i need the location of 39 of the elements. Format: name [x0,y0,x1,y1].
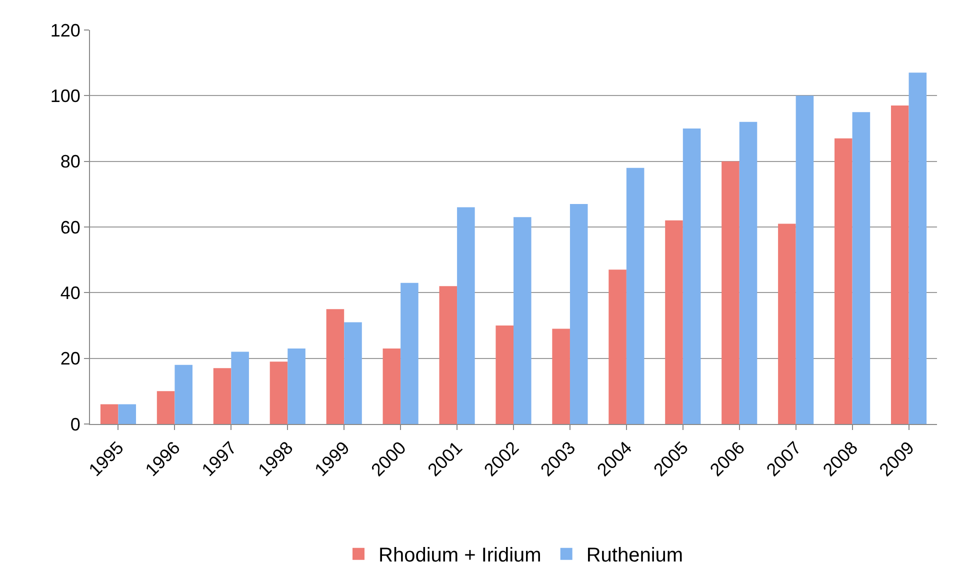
bar [626,168,644,424]
bar [570,204,588,424]
bar [270,362,288,424]
bar [890,106,909,424]
bar [514,217,532,424]
bar [778,224,796,424]
bar [439,286,458,424]
bar [722,161,740,424]
bar [213,368,232,424]
bar [608,270,626,424]
bar [552,328,570,424]
y-tick-label: 20 [60,348,80,369]
bar [682,128,701,424]
bar [231,352,249,424]
y-tick-label: 60 [60,217,80,238]
bar [174,364,192,424]
legend-label: Rhodium + Iridium [378,544,542,567]
bar [156,391,175,424]
y-tick-label: 100 [50,86,80,106]
y-tick-label: 120 [50,20,80,40]
bar [457,207,475,424]
y-tick-label: 80 [60,152,80,172]
bar [400,282,418,424]
bar [496,326,514,424]
bar [852,112,870,424]
bar [382,348,401,424]
bar [326,309,344,424]
legend-label: Ruthenium [586,544,684,567]
bar [908,72,927,424]
bar [796,96,814,424]
bar [739,122,758,424]
bar [834,138,852,424]
bar [344,322,362,424]
bar [665,220,683,424]
bar [100,404,118,424]
y-tick-label: 40 [60,282,80,303]
y-tick-label: 0 [70,414,80,434]
bar [118,404,136,424]
bar [288,348,306,424]
